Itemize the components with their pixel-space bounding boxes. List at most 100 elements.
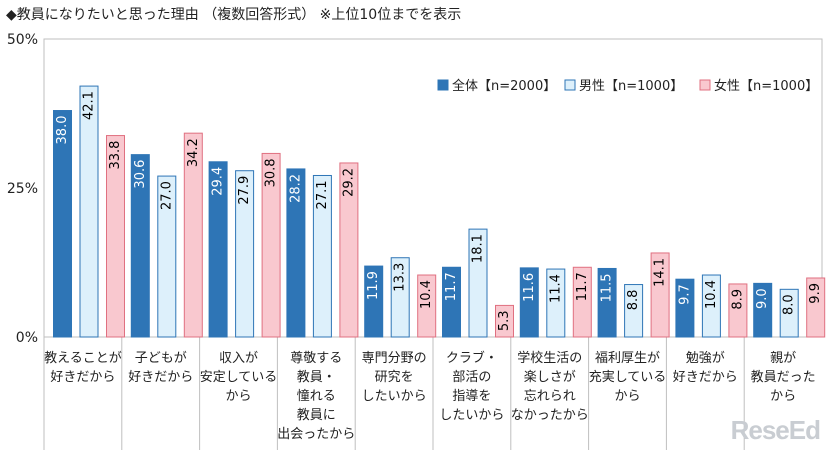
bar [390,257,410,338]
category-label: 楽しさが [524,369,576,385]
data-label: 5.3 [497,310,512,331]
legend-label: 女性【n=1000】 [714,78,818,94]
category-label: 安定している [200,370,278,385]
bar [53,110,72,338]
category-label: 収入が [219,351,258,366]
y-tick-label: 25% [7,181,38,197]
data-label: 8.8 [626,290,641,311]
data-label: 14.1 [653,258,668,287]
bar [650,252,670,338]
category-label: 忘れられ [524,389,576,404]
bar [364,265,384,338]
bar [495,304,514,338]
category-label: 福利厚生が [595,351,660,366]
bar [208,161,228,338]
bar [519,267,539,338]
category-label: したいから [362,389,427,404]
bar [806,277,826,338]
data-label: 29.4 [211,167,226,196]
data-label: 29.2 [341,168,356,197]
category-label: 教員だった [751,369,816,385]
category-label: から [614,389,640,404]
category-label: 学校生活の [517,350,582,366]
bar [442,266,461,338]
data-label: 11.6 [522,273,537,302]
data-label: 13.3 [393,263,408,292]
bar [130,154,150,338]
data-label: 11.4 [548,274,563,303]
data-label: 10.4 [419,280,434,309]
data-label: 11.9 [366,271,381,300]
legend-swatch [699,79,711,91]
data-label: 11.5 [600,273,615,302]
category-label: 教員に [297,407,336,423]
legend-label: 男性【n=1000】 [579,79,683,94]
bar [546,268,566,338]
category-label: 親が [770,351,796,366]
bar [624,284,644,338]
bar [572,266,592,338]
data-label: 9.0 [755,288,770,309]
data-label: 33.8 [108,141,123,170]
data-label: 27.1 [315,180,330,209]
category-label: 出会ったから [277,427,355,442]
watermark-logo: ReseEd [730,415,821,445]
data-label: 27.0 [159,181,174,210]
bar [417,274,437,338]
bar [597,267,617,338]
bar [157,175,177,338]
category-label: 専門分野の [362,351,427,366]
category-label: 指導を [452,389,491,404]
data-label: 30.6 [133,160,148,189]
bar [701,274,721,338]
y-tick-label: 0% [16,330,38,346]
data-label: 28.2 [288,174,303,203]
bar [79,85,99,338]
bar [106,135,125,338]
data-label: 9.7 [677,284,692,305]
data-label: 11.7 [444,272,459,301]
data-label: 8.0 [782,294,797,315]
data-label: 42.1 [82,91,97,120]
category-label: 研究を [375,370,414,385]
data-label: 9.9 [808,283,823,304]
bar [753,282,773,338]
category-label: 教えることが [44,350,122,366]
category-label: から [770,389,796,404]
category-label: 勉強が [686,351,725,366]
bar [728,283,748,338]
legend-label: 全体【n=2000】 [452,78,556,94]
bar [468,228,488,338]
y-tick-label: 50% [7,32,38,48]
bar [339,162,359,338]
data-label: 18.1 [471,234,486,263]
data-label: 10.4 [704,280,719,309]
bar [675,278,695,338]
bar [779,288,799,338]
data-label: 27.9 [237,176,252,205]
bar [183,132,203,338]
category-label: 部活の [452,370,491,385]
legend-swatch [437,79,449,91]
category-label: 好きだから [128,370,193,385]
category-label: したいから [439,408,504,423]
data-label: 30.8 [264,158,279,187]
category-label: 子どもが [135,351,187,366]
category-label: 憧れる [297,389,336,404]
category-label: クラブ・ [446,350,498,366]
category-label: から [225,389,251,404]
bar [286,168,306,338]
data-label: 38.0 [55,116,70,145]
bar [235,170,255,338]
data-label: 11.7 [575,272,590,301]
data-label: 34.2 [186,138,201,167]
bar [312,174,332,338]
legend-swatch [564,79,576,91]
category-label: 充実している [589,369,667,385]
category-label: 好きだから [673,370,738,385]
chart-title: ◆教員になりたいと思った理由 （複数回答形式） ※上位10位までを表示 [6,7,462,23]
category-label: 尊敬する [290,350,342,366]
category-label: 教員・ [297,369,336,385]
category-label: 好きだから [50,370,115,385]
